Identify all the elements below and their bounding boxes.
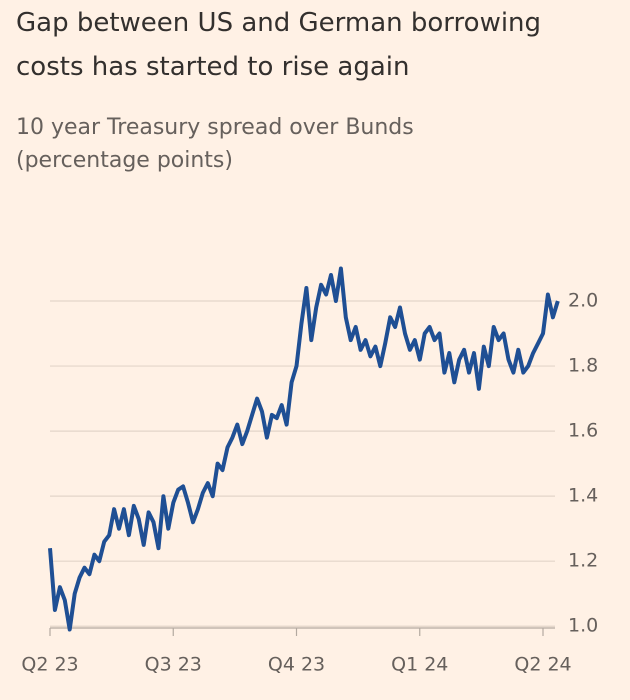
y-tick-label: 1.2 [568,550,598,572]
chart-title: Gap between US and German borrowing [16,8,542,38]
y-tick-label: 1.0 [568,615,598,637]
x-tick-label: Q2 23 [21,654,78,676]
y-tick-label: 1.6 [568,420,598,442]
x-tick-label: Q3 23 [145,654,202,676]
y-tick-label: 2.0 [568,290,598,312]
chart-subtitle: (percentage points) [16,148,233,173]
chart-title: costs has started to rise again [16,52,410,82]
x-tick-label: Q1 24 [391,654,448,676]
y-tick-label: 1.4 [568,485,598,507]
x-tick-label: Q4 23 [268,654,325,676]
x-tick-label: Q2 24 [514,654,571,676]
data-line [48,266,560,632]
y-tick-label: 1.8 [568,355,598,377]
chart-subtitle: 10 year Treasury spread over Bunds [16,115,414,140]
